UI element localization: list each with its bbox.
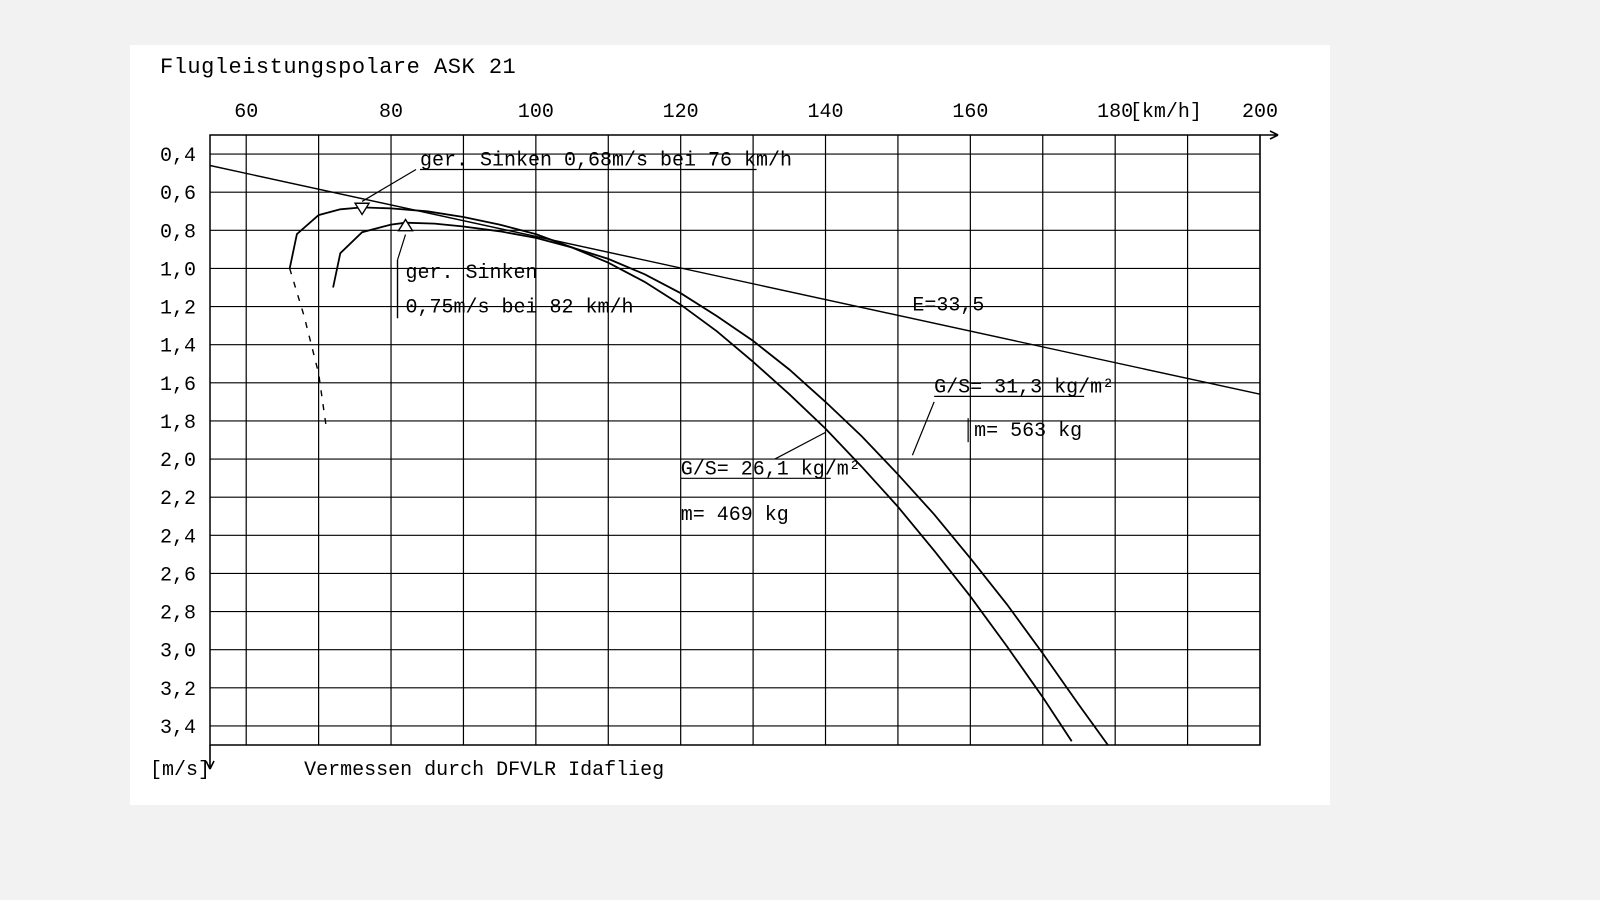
x-arrow-icon [1260, 131, 1278, 139]
annot-heavy-mass: m= 563 kg [974, 420, 1082, 443]
grid [210, 135, 1260, 745]
triangle-down-icon [355, 203, 369, 214]
y-tick-label: 3,4 [160, 717, 196, 740]
x-tick-label: 80 [379, 101, 403, 124]
y-tick-label: 2,2 [160, 488, 196, 511]
y-tick-label: 2,6 [160, 564, 196, 587]
x-tick-label: 120 [663, 101, 699, 124]
chart-footer: Vermessen durch DFVLR Idaflieg [304, 759, 664, 782]
annot-light-mass: m= 469 kg [681, 504, 789, 527]
stall-dashed-line [290, 268, 326, 424]
y-tick-label: 1,0 [160, 259, 196, 282]
x-tick-label: 100 [518, 101, 554, 124]
y-tick-label: 3,2 [160, 679, 196, 702]
y-tick-label: 1,6 [160, 374, 196, 397]
leader-line [912, 402, 934, 455]
y-tick-label: 0,4 [160, 145, 196, 168]
y-tick-label: 0,6 [160, 183, 196, 206]
y-tick-label: 1,4 [160, 336, 196, 359]
leader-line [362, 170, 416, 202]
annot-glide-ratio: E=33,5 [912, 294, 984, 317]
annot-heavy-minsink-1: ger. Sinken [406, 262, 538, 285]
y-tick-label: 2,8 [160, 603, 196, 626]
y-tick-label: 3,0 [160, 641, 196, 664]
chart-container: Flugleistungspolare ASK 21 60 80 100 120 140… [130, 45, 1330, 805]
y-tick-label: 2,0 [160, 450, 196, 473]
annot-heavy-minsink-2: 0,75m/s bei 82 km/h [406, 296, 634, 319]
y-tick-label: 2,4 [160, 526, 196, 549]
y-tick-label: 0,8 [160, 221, 196, 244]
y-tick-label: 1,2 [160, 298, 196, 321]
glide-ratio-line [210, 166, 1260, 395]
chart-title: Flugleistungspolare ASK 21 [160, 55, 516, 80]
x-unit-label: [km/h] [1130, 101, 1202, 124]
leader-line [398, 235, 406, 260]
y-unit-label: [m/s] [150, 759, 210, 782]
polar-chart: 60 80 100 120 140 160 180 200 0,4 0,6 0,8 1,0 1,2 1,4… [130, 45, 1330, 805]
x-tick-label: 200 [1242, 101, 1278, 124]
x-tick-label: 160 [952, 101, 988, 124]
x-tick-label: 140 [808, 101, 844, 124]
x-tick-label: 60 [234, 101, 258, 124]
y-tick-label: 1,8 [160, 412, 196, 435]
leader-line [775, 432, 826, 459]
x-tick-label: 180 [1097, 101, 1133, 124]
triangle-up-icon [399, 220, 413, 231]
